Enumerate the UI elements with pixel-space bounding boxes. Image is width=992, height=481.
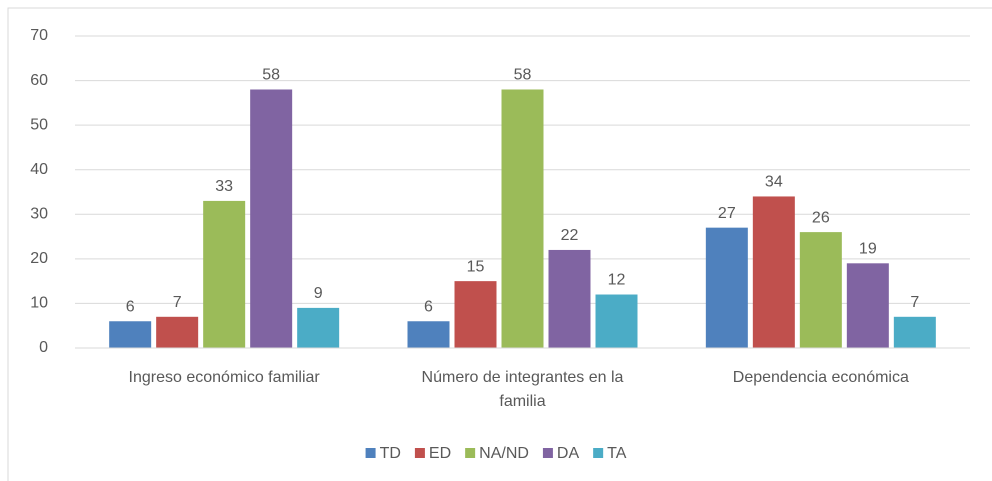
bar (156, 316, 199, 348)
data-label: 19 (859, 241, 877, 258)
bar (407, 321, 450, 348)
y-tick-label: 20 (30, 250, 48, 267)
bar (297, 307, 340, 348)
y-tick-label: 10 (30, 295, 48, 312)
x-tick-label-box: Número de integrantes en la familia (421, 369, 624, 410)
bar (454, 281, 497, 348)
x-tick-label: Ingreso económico familiar (128, 369, 320, 386)
data-label: 22 (561, 227, 579, 244)
data-label: 34 (765, 174, 783, 191)
bar (752, 196, 795, 348)
data-label: 26 (812, 209, 830, 226)
data-label: 15 (467, 258, 485, 275)
data-label: 27 (718, 205, 736, 222)
data-label: 12 (608, 272, 626, 289)
legend-swatch (593, 448, 604, 458)
legend-swatch (542, 448, 553, 458)
bar (109, 321, 152, 348)
bar (846, 263, 889, 348)
data-label: 33 (215, 178, 233, 195)
data-label: 58 (514, 67, 532, 84)
legend-label: TA (607, 445, 627, 462)
legend-label: TD (380, 445, 401, 462)
data-label: 6 (126, 298, 135, 315)
y-tick-label: 40 (30, 161, 48, 178)
legend-label: DA (557, 445, 580, 462)
chart-border (7, 7, 992, 481)
legend-label: ED (429, 445, 451, 462)
y-tick-label: 30 (30, 206, 48, 223)
data-label: 7 (173, 294, 182, 311)
bar (705, 227, 748, 348)
x-tick-label: Dependencia económica (732, 369, 909, 386)
y-tick-label: 0 (39, 339, 48, 356)
legend-swatch (465, 448, 476, 458)
x-tick-label: Número de integrantes en la familia (421, 369, 624, 410)
legend-swatch (365, 448, 376, 458)
bar (548, 249, 591, 348)
x-tick-label-box: Dependencia económica (732, 369, 909, 386)
legend-label: NA/ND (479, 445, 529, 462)
y-tick-label: 60 (30, 72, 48, 89)
bar (799, 232, 842, 348)
y-tick-label: 50 (30, 116, 48, 133)
bar (203, 200, 246, 348)
data-label: 7 (910, 294, 919, 311)
y-tick-label: 70 (30, 27, 48, 44)
bar (250, 89, 293, 348)
data-label: 58 (262, 67, 280, 84)
bar (893, 316, 936, 348)
legend-swatch (414, 448, 425, 458)
data-label: 6 (424, 298, 433, 315)
bar (595, 294, 638, 348)
x-tick-label-box: Ingreso económico familiar (128, 369, 320, 386)
bar (501, 89, 544, 348)
data-label: 9 (314, 285, 323, 302)
